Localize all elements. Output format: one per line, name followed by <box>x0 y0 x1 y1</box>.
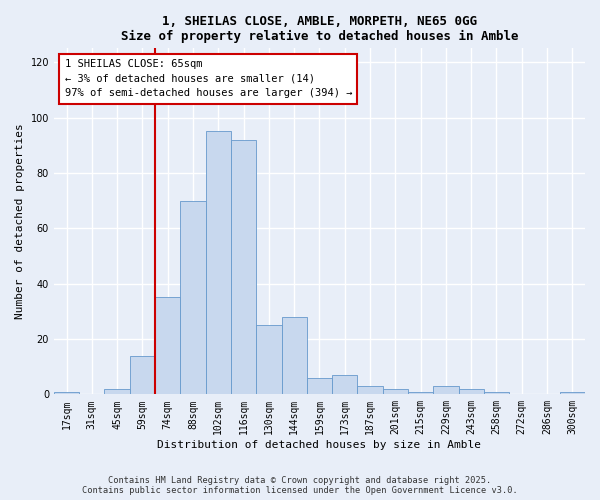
Bar <box>206 132 231 394</box>
Bar <box>130 356 155 395</box>
Bar <box>256 325 281 394</box>
Bar <box>433 386 458 394</box>
X-axis label: Distribution of detached houses by size in Amble: Distribution of detached houses by size … <box>157 440 481 450</box>
Bar <box>181 200 206 394</box>
Bar <box>358 386 383 394</box>
Bar <box>104 389 130 394</box>
Bar <box>332 375 358 394</box>
Bar <box>560 392 585 394</box>
Bar <box>458 389 484 394</box>
Bar <box>281 317 307 394</box>
Bar <box>54 392 79 394</box>
Text: Contains HM Land Registry data © Crown copyright and database right 2025.
Contai: Contains HM Land Registry data © Crown c… <box>82 476 518 495</box>
Bar <box>231 140 256 394</box>
Title: 1, SHEILAS CLOSE, AMBLE, MORPETH, NE65 0GG
Size of property relative to detached: 1, SHEILAS CLOSE, AMBLE, MORPETH, NE65 0… <box>121 15 518 43</box>
Bar <box>383 389 408 394</box>
Bar <box>307 378 332 394</box>
Bar <box>408 392 433 394</box>
Bar <box>155 298 181 394</box>
Text: 1 SHEILAS CLOSE: 65sqm
← 3% of detached houses are smaller (14)
97% of semi-deta: 1 SHEILAS CLOSE: 65sqm ← 3% of detached … <box>65 59 352 98</box>
Bar <box>484 392 509 394</box>
Y-axis label: Number of detached properties: Number of detached properties <box>15 124 25 320</box>
